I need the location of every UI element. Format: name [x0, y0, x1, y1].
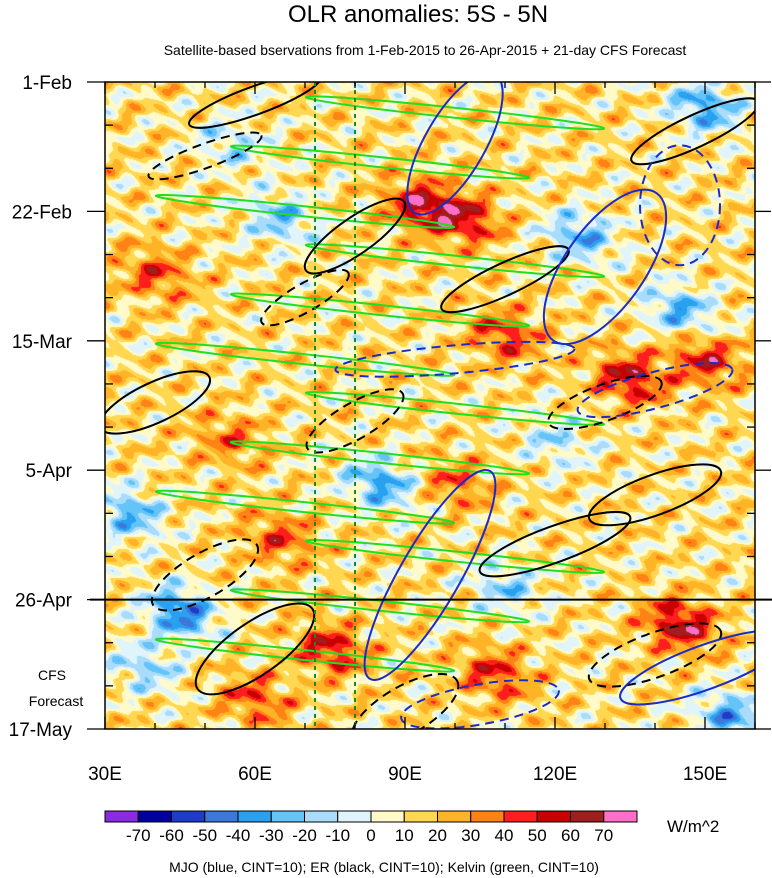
x-axis-labels: 30E 60E 90E 120E 150E [88, 764, 727, 785]
er-contour [303, 197, 407, 275]
x-tick-label: 120E [533, 764, 577, 785]
mjo-contour [619, 629, 755, 706]
chart-subtitle: Satellite-based bservations from 1-Feb-2… [164, 42, 687, 58]
er-contour [194, 602, 316, 696]
colorbar-label: 60 [561, 826, 580, 845]
colorbar-swatch [370, 810, 405, 823]
legend-text: MJO (blue, CINT=10); ER (black, CINT=10)… [169, 859, 599, 875]
colorbar-label: -20 [292, 826, 317, 845]
colorbar-swatch [304, 810, 339, 823]
er-contour [150, 538, 260, 612]
plot-area [87, 81, 772, 730]
colorbar-swatch [104, 810, 139, 823]
colorbar-swatch [437, 810, 472, 823]
colorbar-label: -70 [126, 826, 151, 845]
contour-lines [105, 82, 755, 729]
kelvin-contour [154, 637, 456, 673]
y-tick-label: 26-Apr [15, 591, 73, 612]
x-tick-label: 90E [388, 764, 422, 785]
colorbar-label: -50 [192, 826, 217, 845]
er-contour [105, 370, 212, 435]
kelvin-contour [229, 144, 531, 180]
plot-frame [104, 81, 756, 730]
mjo-contour [400, 679, 560, 729]
y-axis-labels: 1-Feb 22-Feb 15-Mar 5-Apr 26-Apr 17-May [9, 73, 73, 741]
forecast-label-line2: Forecast [29, 693, 84, 709]
colorbar-swatch [470, 810, 505, 823]
er-contour [547, 374, 663, 431]
colorbar-label: 30 [461, 826, 480, 845]
colorbar-swatch [137, 810, 172, 823]
colorbar-swatch [403, 810, 438, 823]
colorbar-label: 70 [594, 826, 613, 845]
kelvin-contour [154, 341, 456, 377]
colorbar-swatch [570, 810, 605, 823]
er-contour [587, 622, 723, 688]
y-tick-label: 5-Apr [26, 461, 73, 482]
colorbar-swatch [237, 810, 272, 823]
er-contour [147, 131, 263, 181]
kelvin-contour [304, 95, 606, 131]
colorbar-swatch [270, 810, 305, 823]
er-contour [587, 463, 723, 527]
mjo-contour [542, 188, 668, 346]
colorbar-label: -30 [259, 826, 284, 845]
mjo-contour [406, 82, 504, 216]
forecast-label-line1: CFS [38, 667, 66, 683]
colorbar-label: -10 [325, 826, 350, 845]
kelvin-contour [304, 243, 606, 279]
axis-ticks [87, 81, 771, 730]
x-tick-label: 60E [238, 764, 272, 785]
colorbar-label: 10 [395, 826, 414, 845]
kelvin-contour [304, 539, 606, 574]
colorbar-label: 0 [366, 826, 375, 845]
kelvin-contour [154, 193, 456, 229]
kelvin-contour [154, 489, 456, 525]
colorbar-label: -40 [226, 826, 251, 845]
colorbar-swatch [603, 810, 638, 823]
er-contour [630, 97, 755, 166]
er-contour [350, 673, 460, 729]
y-tick-label: 22-Feb [12, 202, 72, 223]
colorbar-swatch [536, 810, 571, 823]
x-tick-label: 30E [88, 764, 122, 785]
reference-lines [90, 82, 772, 729]
kelvin-contour [229, 440, 531, 476]
kelvin-contour [229, 292, 531, 328]
mjo-contour [334, 340, 576, 378]
colorbar-label: 50 [528, 826, 547, 845]
colorbar-label: 20 [428, 826, 447, 845]
colorbar-swatch [204, 810, 239, 823]
er-contour [478, 510, 632, 578]
x-tick-label: 150E [683, 764, 727, 785]
y-tick-label: 1-Feb [22, 73, 72, 94]
mjo-contour [639, 144, 721, 267]
er-contour [260, 268, 350, 327]
colorbar: -70 -60 -50 -40 -30 -20 -10 0 10 20 30 40 50 60 70 [104, 810, 638, 845]
mjo-contour [363, 468, 497, 681]
chart-title: OLR anomalies: 5S - 5N [288, 1, 548, 28]
colorbar-swatch [503, 810, 538, 823]
kelvin-contour [304, 391, 606, 427]
er-contour [188, 82, 322, 129]
colorbar-swatch [337, 810, 372, 823]
y-tick-label: 15-Mar [12, 332, 73, 353]
colorbar-unit: W/m^2 [667, 817, 719, 836]
er-contour [305, 388, 405, 454]
colorbar-swatch [171, 810, 206, 823]
colorbar-label: 40 [495, 826, 514, 845]
colorbar-label: -60 [159, 826, 184, 845]
y-tick-label: 17-May [9, 720, 73, 741]
